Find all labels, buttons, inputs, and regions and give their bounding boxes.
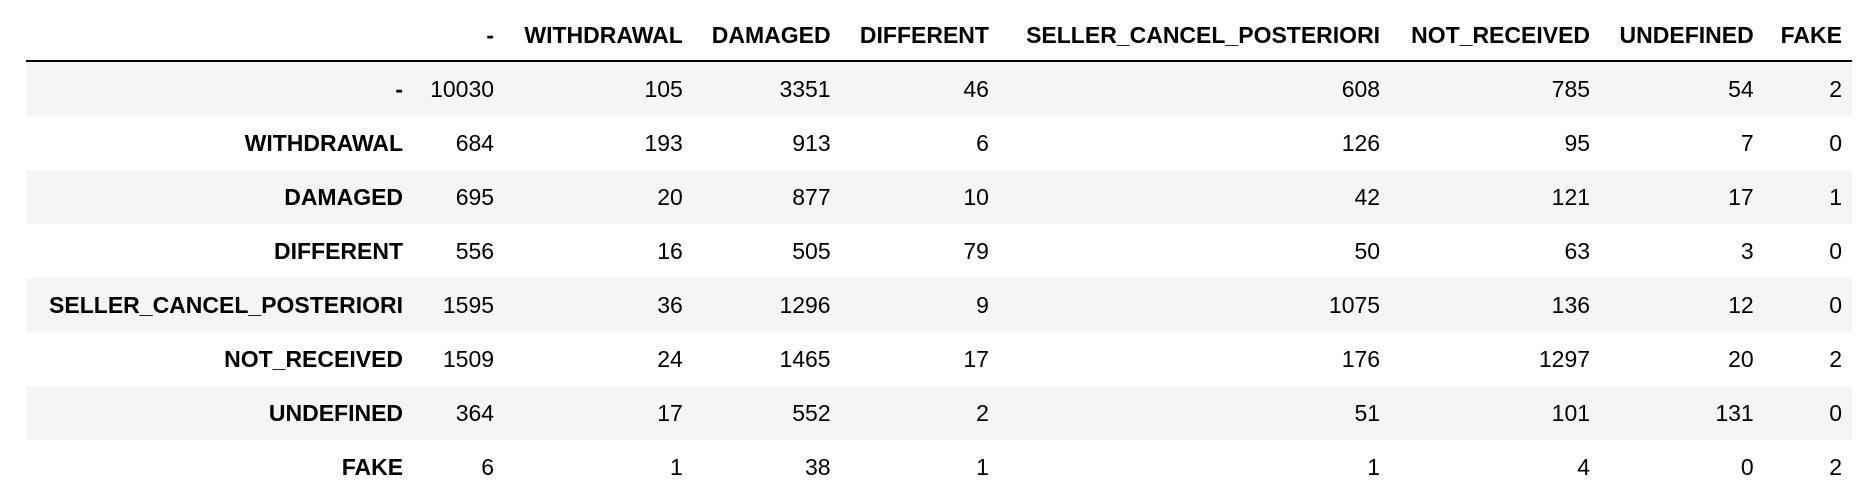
column-header: -	[415, 10, 507, 62]
table-cell: 2	[1829, 345, 1842, 372]
table-cell: 1	[976, 453, 989, 480]
row-header: FAKE	[341, 453, 404, 480]
table-cell: 63	[1564, 237, 1591, 264]
header-row: - WITHDRAWAL DAMAGED DIFFERENT SELLER_CANCEL…	[26, 10, 1852, 62]
table-cell: 2	[1829, 453, 1842, 480]
table-cell: 1075	[1328, 291, 1381, 318]
table-cell: 1	[1367, 453, 1381, 480]
column-header: WITHDRAWAL	[506, 10, 695, 62]
row-header: UNDEFINED	[268, 399, 404, 426]
column-header: NOT_RECEIVED	[1392, 10, 1603, 62]
table-cell: 36	[657, 291, 683, 318]
table-cell: 121	[1551, 183, 1591, 210]
table-cell: 10030	[430, 75, 495, 102]
table-cell: 131	[1715, 399, 1754, 426]
table-cell: 7	[1740, 129, 1754, 156]
table-cell: 0	[1829, 399, 1842, 426]
table-cell: 101	[1551, 399, 1591, 426]
table-cell: 42	[1354, 183, 1381, 210]
row-header: DIFFERENT	[273, 237, 404, 264]
column-header: SELLER_CANCEL_POSTERIORI	[1000, 10, 1393, 62]
table-cell: 505	[792, 237, 831, 264]
table-cell: 364	[455, 399, 495, 426]
table-cell: 1595	[442, 291, 495, 318]
table-cell: 4	[1577, 453, 1591, 480]
table-cell: 1296	[779, 291, 831, 318]
table-cell: 877	[792, 183, 831, 210]
table-cell: 785	[1551, 75, 1591, 102]
table-cell: 17	[963, 345, 989, 372]
table-cell: 556	[455, 237, 495, 264]
table-row: NOT_RECEIVED 1509 24 1465 17 176 1297 20 2	[26, 332, 1852, 386]
table-cell: 17	[657, 399, 683, 426]
table-cell: 913	[792, 129, 831, 156]
row-header: -	[395, 75, 404, 102]
table-cell: 6	[481, 453, 495, 480]
table-cell: 608	[1341, 75, 1381, 102]
table-row: WITHDRAWAL 684 193 913 6 126 95 7 0	[26, 116, 1852, 170]
table-cell: 10	[963, 183, 989, 210]
table-cell: 126	[1341, 129, 1381, 156]
row-header: NOT_RECEIVED	[224, 345, 404, 372]
table-row: FAKE 6 1 38 1 1 4 0 2	[26, 440, 1852, 494]
table-cell: 193	[644, 129, 683, 156]
table-cell: 176	[1341, 345, 1381, 372]
table-cell: 95	[1564, 129, 1591, 156]
table-cell: 136	[1551, 291, 1591, 318]
table-cell: 54	[1728, 75, 1754, 102]
table-cell: 12	[1728, 291, 1754, 318]
table-cell: 3	[1740, 237, 1754, 264]
table-cell: 16	[657, 237, 683, 264]
table-cell: 46	[963, 75, 989, 102]
table-cell: 6	[976, 129, 989, 156]
table-cell: 1465	[779, 345, 831, 372]
table-cell: 2	[976, 399, 989, 426]
table-cell: 0	[1829, 237, 1842, 264]
table-cell: 0	[1740, 453, 1754, 480]
table-cell: 50	[1354, 237, 1381, 264]
table-cell: 20	[657, 183, 683, 210]
table-row: UNDEFINED 364 17 552 2 51 101 131 0	[26, 386, 1852, 440]
table-row: -10030 105 3351 46 608 785 54 2	[26, 61, 1852, 116]
table-cell: 1	[1829, 183, 1842, 210]
table-row: DIFFERENT 556 16 505 79 50 63 3 0	[26, 224, 1852, 278]
column-header: UNDEFINED	[1602, 10, 1766, 62]
table-cell: 9	[976, 291, 989, 318]
table-cell: 24	[657, 345, 683, 372]
table-cell: 3351	[779, 75, 831, 102]
table-cell: 0	[1829, 129, 1842, 156]
row-header: DAMAGED	[284, 183, 404, 210]
table-cell: 20	[1728, 345, 1754, 372]
table-cell: 38	[805, 453, 831, 480]
table-row: DAMAGED 695 20 877 10 42 121 17 1	[26, 170, 1852, 224]
column-header: DIFFERENT	[842, 10, 1001, 62]
table-cell: 51	[1354, 399, 1381, 426]
row-header: WITHDRAWAL	[244, 129, 404, 156]
table-cell: 105	[644, 75, 683, 102]
table-body: -10030 105 3351 46 608 785 54 2 WITHDRAWAL 684 193…	[26, 61, 1852, 494]
row-header: SELLER_CANCEL_POSTERIORI	[49, 291, 404, 318]
table-cell: 0	[1829, 291, 1842, 318]
table-cell: 17	[1728, 183, 1754, 210]
table-cell: 1509	[442, 345, 495, 372]
table-cell: 1297	[1538, 345, 1591, 372]
corner-cell	[26, 10, 416, 62]
table-cell: 1	[670, 453, 683, 480]
column-header: DAMAGED	[694, 10, 843, 62]
table-cell: 684	[455, 129, 495, 156]
table-cell: 552	[792, 399, 831, 426]
table-header: - WITHDRAWAL DAMAGED DIFFERENT SELLER_CANCEL…	[26, 10, 1852, 62]
table-cell: 695	[455, 183, 495, 210]
table-cell: 79	[963, 237, 989, 264]
table-cell: 2	[1829, 75, 1842, 102]
table-row: SELLER_CANCEL_POSTERIORI 1595 36 1296 9 1075 1…	[26, 278, 1852, 332]
column-header: FAKE	[1765, 10, 1852, 62]
crosstab-table: - WITHDRAWAL DAMAGED DIFFERENT SELLER_CANCEL…	[26, 10, 1852, 494]
